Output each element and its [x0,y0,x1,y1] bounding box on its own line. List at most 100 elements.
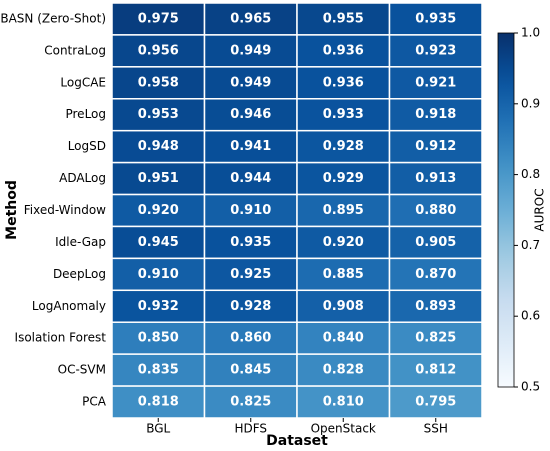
cell-label: 0.949 [230,75,271,90]
y-tick-label: PCA [82,395,107,409]
cell-label: 0.920 [323,235,364,250]
heatmap-cell [296,98,391,132]
cell-label: 0.932 [138,299,179,314]
heatmap-cell [388,289,483,323]
cell-label: 0.795 [415,395,456,410]
heatmap-cell [296,385,391,419]
colorbar-tick-label: 0.8 [521,167,540,181]
heatmap-cell [111,257,206,292]
cell-label: 0.975 [138,11,179,26]
y-tick-label: LogSD [68,139,106,153]
cell-label: 0.956 [138,43,179,58]
heatmap-cell [203,98,298,132]
cell-label: 0.850 [138,331,179,346]
heatmap-cell [203,289,298,323]
cell-label: 0.936 [323,43,364,58]
cell-label: 0.885 [323,267,364,282]
cell-label: 0.944 [230,171,271,186]
colorbar [497,32,515,388]
heatmap-cell [111,66,206,100]
cell-label: 0.921 [415,75,456,90]
cell-label: 0.835 [138,363,179,378]
heatmap-cell [296,321,391,355]
y-tick-label: Fixed-Window [24,203,106,217]
heatmap-cell [296,66,391,100]
cell-label: 0.893 [415,299,456,314]
x-tick-label: SSH [424,422,448,436]
y-tick-label: ADALog [59,171,106,185]
cell-label: 0.948 [138,139,179,154]
heatmap-cell [388,225,483,260]
cell-label: 0.949 [230,43,271,58]
cell-label: 0.953 [138,107,179,122]
heatmap-cell [203,34,298,68]
heatmap-cell [388,385,483,419]
heatmap-cell [388,161,483,196]
cell-label: 0.910 [230,203,271,218]
heatmap-cell [111,225,206,260]
cell-label: 0.812 [415,363,456,378]
heatmap-cell [203,129,298,164]
colorbar-tick-label: 0.9 [521,96,540,110]
cell-label: 0.958 [138,75,179,90]
cell-label: 0.929 [323,171,364,186]
cell-label: 0.913 [415,171,456,186]
colorbar-title: AUROC [533,188,547,231]
x-tick-label: OpenStack [311,422,376,436]
heatmap-cell [388,98,483,132]
y-axis-title: Method [4,180,20,240]
cell-label: 0.905 [415,235,456,250]
cell-label: 0.920 [138,203,179,218]
heatmap-cell [111,321,206,355]
heatmap-cell [388,321,483,355]
cell-label: 0.933 [323,107,364,122]
heatmap-cell [203,321,298,355]
cell-label: 0.870 [415,267,456,282]
cell-label: 0.945 [138,235,179,250]
cell-label: 0.825 [415,331,456,346]
heatmap-cell [388,353,483,387]
y-tick-label: LogCAE [60,75,106,89]
cell-label: 0.895 [323,203,364,218]
cell-label: 0.965 [230,11,271,26]
y-tick-label: BASN (Zero-Shot) [0,11,106,25]
cell-label: 0.912 [415,139,456,154]
cell-label: 0.845 [230,363,271,378]
cell-label: 0.825 [230,395,271,410]
cell-label: 0.818 [138,395,179,410]
y-tick-label: ContraLog [44,43,106,57]
heatmap-cell [111,98,206,132]
colorbar-tick-label: 0.7 [521,238,540,252]
x-tick-label: HDFS [234,422,267,436]
cell-label: 0.828 [323,363,364,378]
heatmap-cell [203,385,298,419]
cell-label: 0.941 [230,139,271,154]
y-tick-label: Isolation Forest [15,331,107,345]
colorbar-tick-label: 1.0 [521,26,540,40]
y-tick-label: DeepLog [53,267,106,281]
cell-label: 0.928 [323,139,364,154]
heatmap-cell [388,129,483,164]
cell-label: 0.935 [230,235,271,250]
heatmap-cell [296,129,391,164]
heatmap-cell [296,225,391,260]
cell-label: 0.951 [138,171,179,186]
heatmap-cell [388,34,483,68]
cell-label: 0.946 [230,107,271,122]
cell-label: 0.923 [415,43,456,58]
heatmap-cell [203,353,298,387]
colorbar-tick-label: 0.6 [521,309,540,323]
cell-label: 0.880 [415,203,456,218]
cell-label: 0.810 [323,395,364,410]
cell-label: 0.908 [323,299,364,314]
cell-label: 0.925 [230,267,271,282]
cell-label: 0.935 [415,11,456,26]
cell-label: 0.928 [230,299,271,314]
heatmap-cell [296,34,391,68]
y-tick-label: PreLog [65,107,106,121]
cell-label: 0.860 [230,331,271,346]
cell-label: 0.840 [323,331,364,346]
cell-label: 0.955 [323,11,364,26]
y-tick-label: OC-SVM [58,363,106,377]
